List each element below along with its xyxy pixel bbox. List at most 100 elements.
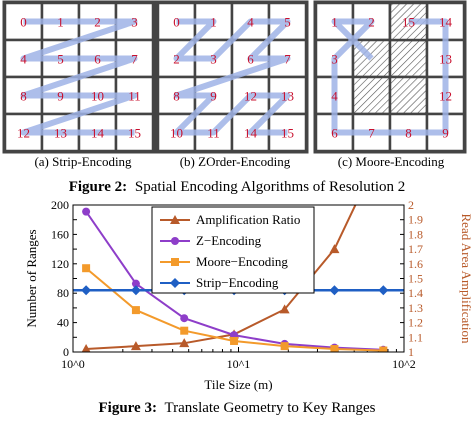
- y-tick-label: 40: [57, 316, 69, 330]
- legend-label: Amplification Ratio: [196, 212, 300, 227]
- cell-number: 10: [91, 89, 104, 104]
- data-point: [230, 336, 239, 345]
- cell-number: 8: [405, 126, 412, 141]
- data-point: [130, 285, 141, 296]
- cell-number: 1: [210, 15, 217, 30]
- data-point: [330, 345, 339, 352]
- cell-number: 6: [94, 52, 101, 67]
- y2-tick-label: 1.7: [408, 242, 423, 256]
- legend-box: [151, 206, 315, 294]
- figure-2-text: Spatial Encoding Algorithms of Resolutio…: [135, 179, 405, 195]
- cell-number: 13: [54, 126, 67, 141]
- y2-axis-label: Read Area Amplification: [459, 214, 474, 344]
- cell-number: 0: [20, 15, 27, 30]
- traversal-path: [173, 18, 291, 136]
- cell-number: 9: [442, 126, 449, 141]
- cell-number: 12: [244, 89, 257, 104]
- panel-c-caption: (c) Moore-Encoding: [338, 154, 445, 169]
- cell-number: 7: [131, 52, 138, 67]
- cell-number: 14: [91, 126, 105, 141]
- y2-tick-label: 1.3: [408, 301, 423, 315]
- cell-number: 6: [331, 126, 338, 141]
- cell-number: 13: [439, 52, 452, 67]
- plot-frame: [72, 204, 405, 353]
- data-point: [81, 344, 91, 352]
- cell-number: 8: [173, 89, 180, 104]
- data-point: [378, 285, 389, 296]
- cell-number: 0: [173, 15, 180, 30]
- y2-tick-label: 1.2: [408, 316, 423, 330]
- data-point: [171, 237, 179, 245]
- cell-number: 9: [210, 89, 217, 104]
- cell-number: 5: [284, 15, 291, 30]
- legend-label: Z−Encoding: [196, 233, 262, 248]
- y-tick-label: 200: [51, 198, 69, 212]
- figure-3-text: Translate Geometry to Key Ranges: [164, 400, 375, 416]
- data-point: [329, 285, 340, 296]
- y-tick-label: 120: [51, 257, 69, 271]
- data-point: [170, 215, 180, 224]
- cell-number: 5: [57, 52, 64, 67]
- data-point: [329, 244, 340, 254]
- grid-cell: [3, 75, 44, 116]
- y2-tick-label: 1.6: [408, 257, 423, 271]
- cell-number: 12: [17, 126, 30, 141]
- figure-2-label: Figure 2:: [69, 179, 127, 195]
- x-tick-label: 10^0: [61, 357, 85, 371]
- cell-number: 9: [57, 89, 64, 104]
- legend-label: Moore−Encoding: [196, 254, 288, 269]
- legend-label: Strip−Encoding: [196, 275, 279, 290]
- cell-number: 10: [170, 126, 183, 141]
- data-point: [180, 314, 189, 323]
- data-point: [379, 346, 388, 352]
- cell-number: 14: [244, 126, 258, 141]
- series-square: [82, 264, 388, 352]
- y-tick-label: 80: [57, 286, 69, 300]
- y2-tick-label: 2: [408, 198, 414, 212]
- data-point: [280, 342, 289, 351]
- figure-2-caption: Figure 2: Spatial Encoding Algorithms of…: [69, 179, 406, 195]
- cell-number: 4: [331, 89, 338, 104]
- figure-3-caption: Figure 3: Translate Geometry to Key Rang…: [98, 400, 375, 416]
- data-point: [179, 338, 190, 348]
- data-point: [180, 326, 189, 335]
- traversal-path: [20, 18, 138, 136]
- cell-number: 1: [57, 15, 64, 30]
- panel-b-caption: (b) ZOrder-Encoding: [180, 154, 291, 169]
- cell-number: 4: [247, 15, 254, 30]
- y-tick-label: 160: [51, 227, 69, 241]
- data-point: [81, 285, 92, 296]
- hatched-cell: [388, 75, 429, 116]
- cell-number: 11: [207, 126, 220, 141]
- cell-number: 3: [210, 52, 217, 67]
- cell-number: 4: [20, 52, 27, 67]
- cell-number: 7: [284, 52, 291, 67]
- x-axis-label: Tile Size (m): [204, 377, 272, 392]
- data-point: [279, 304, 290, 314]
- hatched-cell: [388, 38, 429, 79]
- cell-number: 3: [331, 52, 338, 67]
- cell-number: 12: [439, 89, 452, 104]
- data-point: [130, 341, 141, 351]
- cell-number: 13: [281, 89, 294, 104]
- cell-number: 3: [131, 15, 138, 30]
- traversal-path: [331, 18, 449, 136]
- cell-number: 6: [247, 52, 254, 67]
- cell-number: 2: [173, 52, 180, 67]
- y2-tick-label: 1: [408, 345, 414, 359]
- cell-number: 7: [368, 126, 375, 141]
- cell-number: 2: [368, 15, 375, 30]
- cell-number: 15: [281, 126, 294, 141]
- legend: Amplification Ratio Z−Encoding Moore−Encod…: [151, 206, 315, 294]
- y2-tick-label: 1.1: [408, 330, 423, 344]
- data-point: [82, 264, 91, 273]
- cell-number: 1: [331, 15, 338, 30]
- x-tick-label: 10^1: [227, 357, 251, 371]
- y-tick-label: 0: [63, 345, 69, 359]
- hatched-cell: [351, 75, 392, 116]
- y-axis-label: Number of Ranges: [24, 229, 39, 327]
- figure-3-chart: 0408012016020011.11.21.31.41.51.61.71.81…: [24, 198, 474, 392]
